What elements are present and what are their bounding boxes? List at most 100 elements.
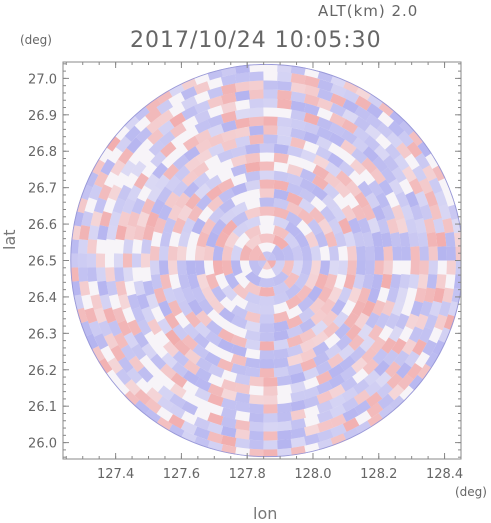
radar-cell (285, 211, 303, 227)
radar-cell (263, 125, 278, 135)
radar-cell (373, 144, 391, 162)
radar-cell (385, 143, 401, 160)
radar-cell (348, 217, 362, 234)
radar-cell (272, 234, 289, 250)
radar-cell (141, 306, 156, 323)
radar-cell (341, 387, 359, 402)
radar-cell (329, 394, 346, 409)
radar-cell (105, 135, 121, 152)
radar-cell (345, 180, 362, 198)
radar-cell (355, 420, 373, 436)
radar-cell (277, 71, 292, 83)
radar-cell (107, 357, 123, 374)
radar-cell (133, 400, 150, 416)
radar-cell (185, 193, 201, 210)
radar-cell (172, 217, 186, 234)
radar-cell (332, 311, 349, 328)
radar-cell (207, 95, 224, 109)
radar-cell (383, 260, 393, 275)
radar-cell (221, 284, 238, 302)
radar-cell (320, 205, 336, 223)
radar-cell (207, 86, 224, 100)
radar-cell (457, 204, 461, 220)
radar-cell (273, 188, 290, 201)
radar-cell (249, 376, 264, 387)
radar-cell (312, 351, 330, 367)
radar-cell (258, 277, 276, 288)
radar-cell (99, 294, 112, 310)
radar-cell (149, 260, 160, 276)
radar-cell (453, 274, 461, 289)
radar-cell (141, 342, 158, 360)
radar-cell (263, 431, 278, 441)
radar-cell (399, 273, 411, 290)
radar-cell (93, 197, 107, 214)
radar-cell (244, 170, 261, 182)
radar-cell (212, 260, 224, 276)
radar-cell (424, 313, 438, 331)
radar-cell (167, 424, 185, 439)
radar-cell (234, 81, 250, 93)
radar-cell (417, 274, 429, 290)
radar-cell (249, 89, 264, 100)
radar-cell (371, 299, 386, 317)
radar-cell (300, 149, 317, 163)
radar-cell (187, 205, 204, 222)
radar-cell (194, 387, 212, 402)
radar-cell (299, 168, 317, 183)
radar-cell (300, 348, 317, 363)
radar-cell (259, 332, 275, 342)
radar-cell (234, 126, 251, 139)
radar-cell (324, 161, 342, 178)
radar-cell (381, 167, 397, 184)
radar-cell (328, 217, 343, 235)
radar-cell (187, 299, 204, 316)
radar-cell (354, 105, 371, 121)
radar-cell (150, 353, 167, 370)
radar-cell (321, 310, 338, 327)
radar-cell (419, 246, 429, 261)
radar-cell (221, 120, 237, 133)
radar-cell (219, 208, 237, 225)
radar-cell (405, 218, 418, 234)
radar-cell (273, 291, 290, 305)
radar-cell (300, 358, 317, 372)
radar-cell (380, 231, 393, 248)
radar-cell (390, 273, 402, 290)
radar-cell (361, 204, 376, 221)
radar-cell (433, 217, 445, 234)
radar-cell (354, 400, 371, 416)
radar-cell (287, 145, 304, 158)
radar-cell (391, 337, 407, 355)
radar-cell (87, 267, 98, 282)
radar-cell (194, 100, 211, 114)
radar-cell (381, 337, 397, 354)
radar-cell (230, 363, 247, 376)
radar-cell (290, 137, 306, 150)
radar-cell (355, 245, 366, 261)
radar-cell (205, 185, 223, 201)
radar-cell (290, 118, 306, 131)
radar-cell (273, 143, 289, 155)
radar-cell (171, 361, 189, 378)
radar-cell (419, 260, 429, 275)
radar-cell (460, 287, 461, 304)
radar-cell (395, 362, 412, 379)
radar-cell (277, 98, 292, 110)
radar-cell (343, 79, 360, 94)
radar-cell (357, 180, 373, 198)
radar-cell (249, 412, 264, 423)
radar-cell (124, 379, 141, 396)
radar-cell (245, 234, 262, 250)
radar-cell (277, 411, 292, 423)
radar-cell (323, 321, 340, 338)
radar-cell (183, 181, 200, 199)
y-tick-label: 26.3 (28, 327, 57, 342)
radar-cell (221, 219, 238, 237)
radar-cell (438, 327, 453, 344)
radar-cell (127, 319, 142, 336)
radar-cell (180, 76, 197, 91)
radar-cell (164, 329, 181, 346)
radar-cell (230, 334, 248, 348)
radar-cell (185, 260, 197, 276)
